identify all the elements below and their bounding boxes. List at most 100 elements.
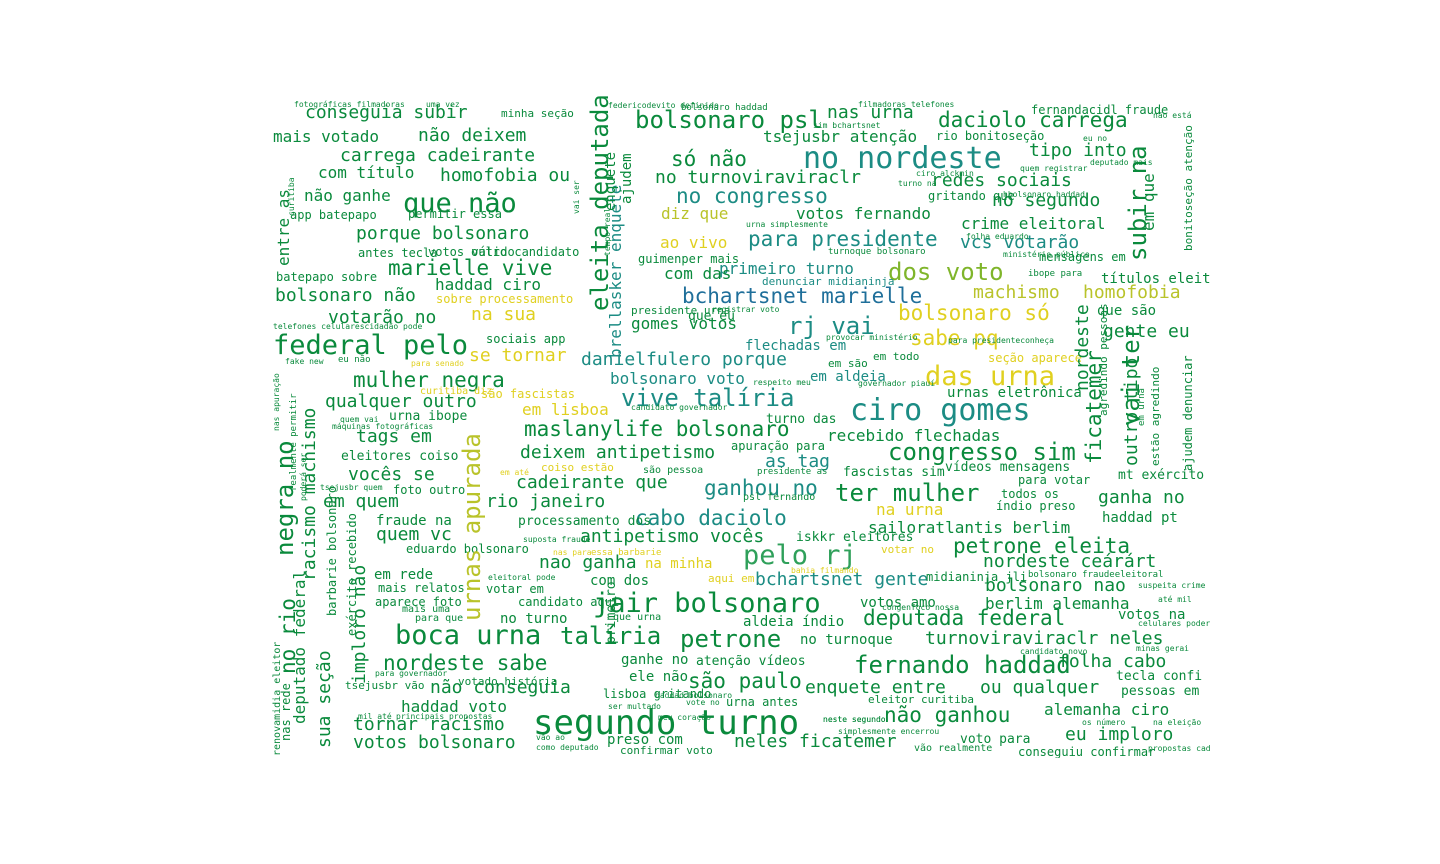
cloud-word-205: bahia filmando [791,566,859,575]
cloud-word-190: para que [415,613,464,624]
cloud-word-16: rj vai [788,312,875,340]
cloud-word-198: celulares poderá [1138,619,1210,628]
cloud-word-112: no turno [500,611,568,627]
cloud-word-60: as tag [765,451,831,472]
cloud-word-201: na eleição [1153,718,1202,727]
cloud-word-168: foto outro [393,483,466,497]
cloud-word-213: ciro alckmin [916,169,974,178]
cloud-word-66: nordeste ceárárt [983,551,1157,572]
cloud-word-vertical-31: em urna [1137,388,1147,426]
cloud-word-4: boca urna [395,620,542,651]
cloud-word-24: marielle vive [388,256,553,280]
cloud-word-218: provocar ministério [826,333,918,342]
cloud-word-54: danielfulero porque [581,349,787,370]
cloud-word-44: no segundo [992,190,1101,211]
cloud-word-8: pelo rj [743,540,857,571]
cloud-word-223: tsejusbr quem [320,483,383,492]
cloud-word-192: que urna [613,612,662,623]
cloud-word-79: alemanha ciro [1044,700,1170,719]
cloud-word-10: bolsonaro psl [635,106,823,134]
cloud-word-88: recebido flechadas [827,426,1001,445]
cloud-word-100: na minha [645,556,713,572]
cloud-word-23: só não [671,147,747,171]
cloud-word-166: em todo [873,350,920,363]
cloud-word-51: votarão no [328,307,437,328]
cloud-word-98: fraude na [376,513,452,529]
cloud-word-126: fernandacidl fraude [1031,103,1169,117]
cloud-word-209: quem registrar [1020,164,1088,173]
cloud-word-12: vive talíria [621,384,795,412]
cloud-word-193: que eu [688,309,735,324]
cloud-word-110: atenção vídeos [696,654,806,669]
cloud-word-116: urnas eletrônica [947,385,1082,401]
cloud-word-180: máquinas fotográficas [332,422,434,431]
cloud-word-119: haddad pt [1102,510,1178,526]
cloud-word-102: na urna [876,500,944,519]
cloud-word-150: índio preso [996,499,1076,513]
cloud-word-132: eduardo bolsonaro [406,542,529,556]
cloud-word-210: hbolsonaro haddad [1003,190,1085,199]
cloud-word-200: os número [1082,718,1126,727]
cloud-word-vertical-32: poderá ser [299,452,308,501]
cloud-word-113: processamento dos [518,514,652,529]
cloud-word-96: votos fernando [796,204,931,223]
cloud-word-163: votar no [881,543,934,556]
cloud-word-160: tsejusbr vão [345,679,425,692]
cloud-word-35: cadeirante que [516,472,668,493]
cloud-word-182: coiso estão [541,461,614,474]
cloud-word-7: que não [403,188,517,219]
cloud-word-228: como deputado [536,743,599,752]
cloud-word-59: deixem antipetismo [520,442,716,463]
cloud-word-34: são paulo [688,669,802,693]
cloud-word-187: nas para [553,548,592,557]
cloud-word-172: minha seção [501,107,574,120]
cloud-word-156: conseguiu confirmar [1018,745,1156,758]
cloud-word-vertical-24: exército recebido [345,513,359,636]
cloud-word-15: dos voto [888,258,1004,286]
cloud-word-118: fascistas sim [843,465,945,480]
cloud-word-40: não deixem [418,125,527,146]
cloud-word-219: para presidenteconheça [948,336,1054,345]
cloud-word-148: iskkr eleitores [796,530,914,545]
cloud-word-vertical-11: deputado federal [290,569,309,724]
cloud-word-vertical-10: sua seção [314,650,335,748]
cloud-word-175: fake new [285,357,324,366]
cloud-word-91: mais votado [273,127,379,146]
cloud-word-189: eleitoral pode [488,573,556,582]
cloud-word-197: até mil [1158,595,1192,604]
cloud-word-161: eleitor curitiba [868,693,974,706]
cloud-word-214: turno na [898,179,937,188]
cloud-word-129: aparece foto [375,595,462,609]
cloud-word-151: todos os [1001,487,1059,501]
cloud-word-185: em até [500,468,529,477]
cloud-word-vertical-15: em que [1139,173,1158,231]
cloud-word-134: outro candidato [471,245,580,259]
cloud-word-203: neste segundo [823,715,886,724]
cloud-word-138: batepapo sobre [276,270,378,284]
cloud-word-123: pessoas em [1121,684,1200,699]
cloud-word-183: psl fernando [743,492,816,503]
cloud-word-37: carrega cadeirante [340,145,536,166]
cloud-word-9: fernando haddad [854,651,1071,679]
cloud-word-74: não conseguia [430,677,571,698]
cloud-word-107: no turnoque [800,632,893,648]
cloud-word-vertical-28: tempo real [603,207,612,256]
cloud-word-vertical-30: nas apuração [272,373,281,431]
cloud-word-62: antipetismo [580,526,700,547]
cloud-word-141: são fascistas [481,387,575,401]
cloud-word-177: para senado [411,359,464,368]
cloud-word-216: urna simplesmente [746,220,828,229]
cloud-word-53: se tornar [469,345,567,366]
cloud-word-147: apuração para [731,439,825,453]
cloud-word-199: minas gerai [1136,644,1189,653]
cloud-word-70: folha cabo [1058,651,1167,672]
cloud-word-73: ou qualquer [980,677,1100,698]
cloud-word-77: neles ficatemer [734,731,897,752]
cloud-word-154: urna antes [726,695,799,709]
cloud-word-vertical-1: urnas apurada [458,433,486,621]
cloud-word-121: mt exército [1118,468,1205,483]
cloud-word-186: suposta fraude [523,535,591,544]
cloud-word-194: sim bchartsnet [813,121,881,130]
cloud-word-71: turnoviraviraclr neles [925,628,1164,649]
cloud-word-149: midianinja jli [926,570,1028,584]
